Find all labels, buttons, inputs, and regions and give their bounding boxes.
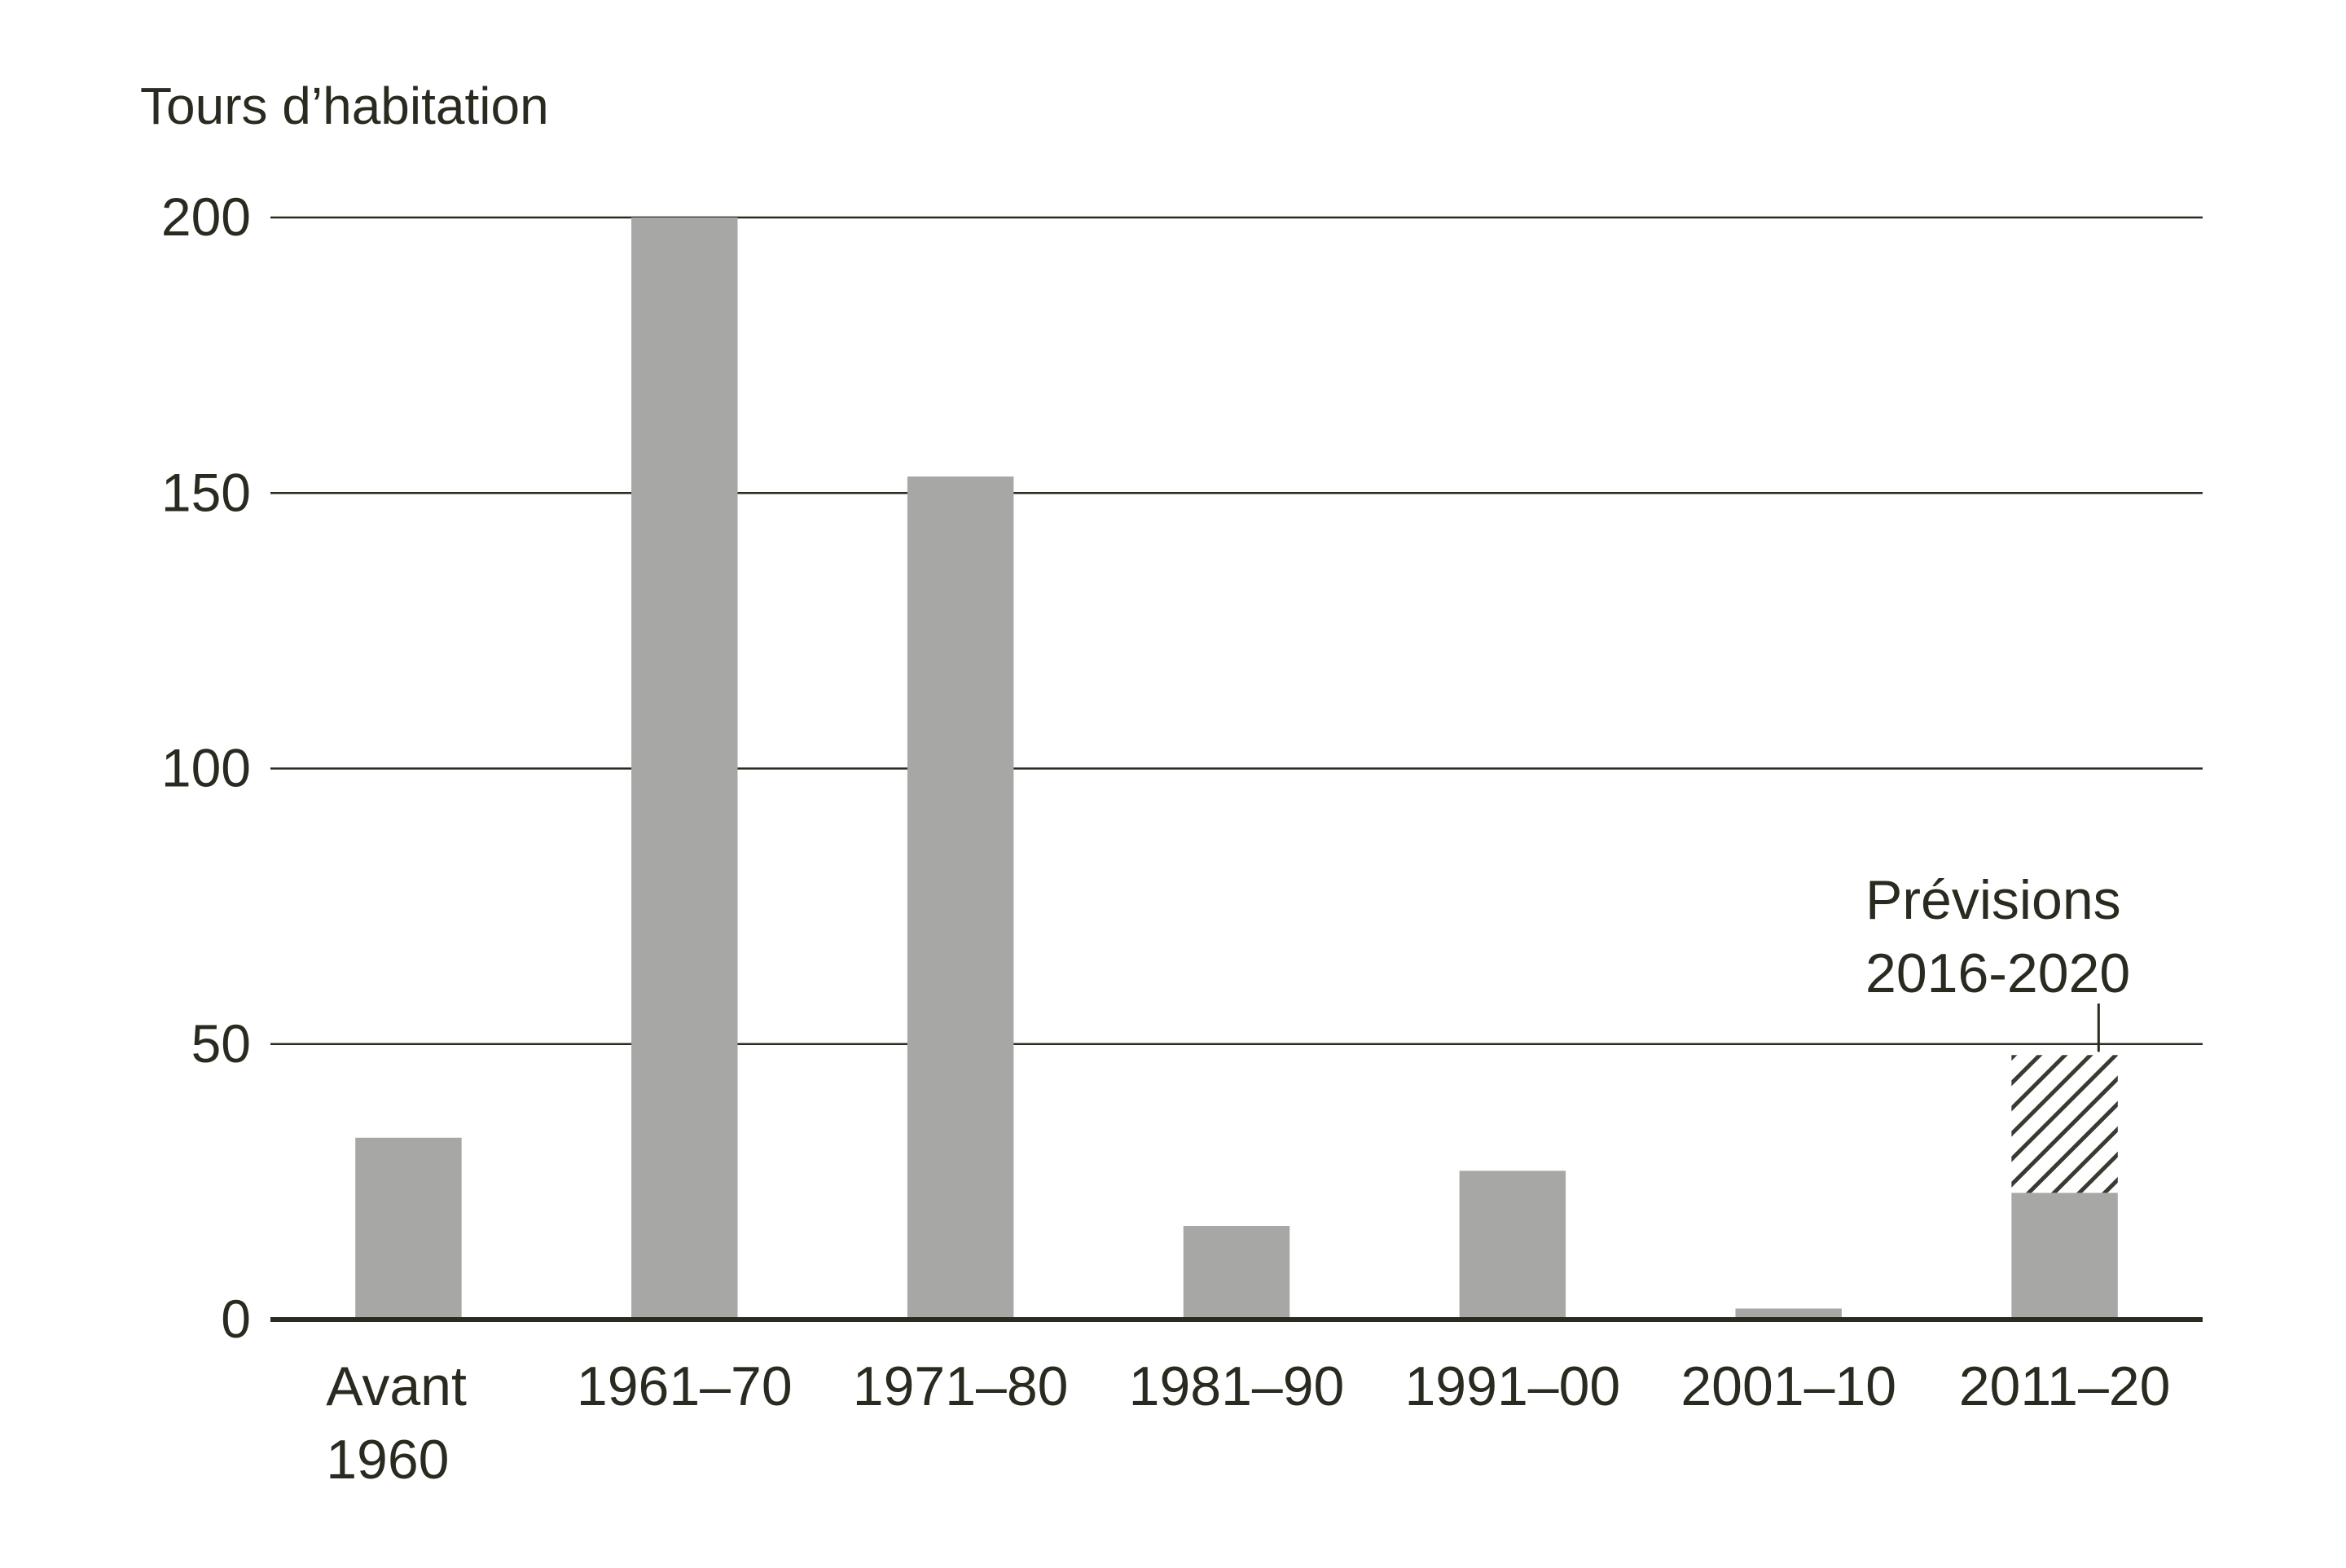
y-tick-label-50: 50 [191,1013,251,1074]
x-tick-label-6-0: 2011–20 [1959,1355,2171,1417]
y-tick-label-200: 200 [161,187,251,247]
x-tick-label-4-0: 1991–00 [1404,1355,1620,1417]
bar-4 [1459,1171,1566,1320]
axes [270,1004,2203,1322]
bar-2 [907,476,1014,1320]
bar-0 [355,1137,462,1320]
x-tick-label-1-0: 1961–70 [577,1355,793,1417]
bars [355,217,2118,1320]
grid-lines [270,216,2203,1045]
annotation-line-1: 2016-2020 [1865,942,2130,1004]
annotation-line-0: Prévisions [1865,869,2121,931]
bar-forecast-6 [2011,1055,2118,1193]
y-tick-label-0: 0 [221,1289,251,1349]
x-tick-label-2-0: 1971–80 [853,1355,1069,1417]
y-tick-label-150: 150 [161,462,251,522]
x-tick-label-3-0: 1981–90 [1129,1355,1345,1417]
y-axis-title: Tours d’habitation [140,77,549,135]
y-tick-label-100: 100 [161,738,251,798]
labels: Tours d’habitation 0 50 100 150 200 Avant 1960… [140,77,2170,1491]
x-tick-label-5-0: 2001–10 [1680,1355,1896,1417]
bar-5 [1735,1308,1842,1320]
bar-1 [631,217,738,1320]
bar-3 [1183,1225,1290,1320]
x-tick-label-0-1: 1960 [326,1429,449,1491]
bar-6 [2011,1192,2118,1320]
x-tick-label-0-0: Avant [326,1355,467,1417]
